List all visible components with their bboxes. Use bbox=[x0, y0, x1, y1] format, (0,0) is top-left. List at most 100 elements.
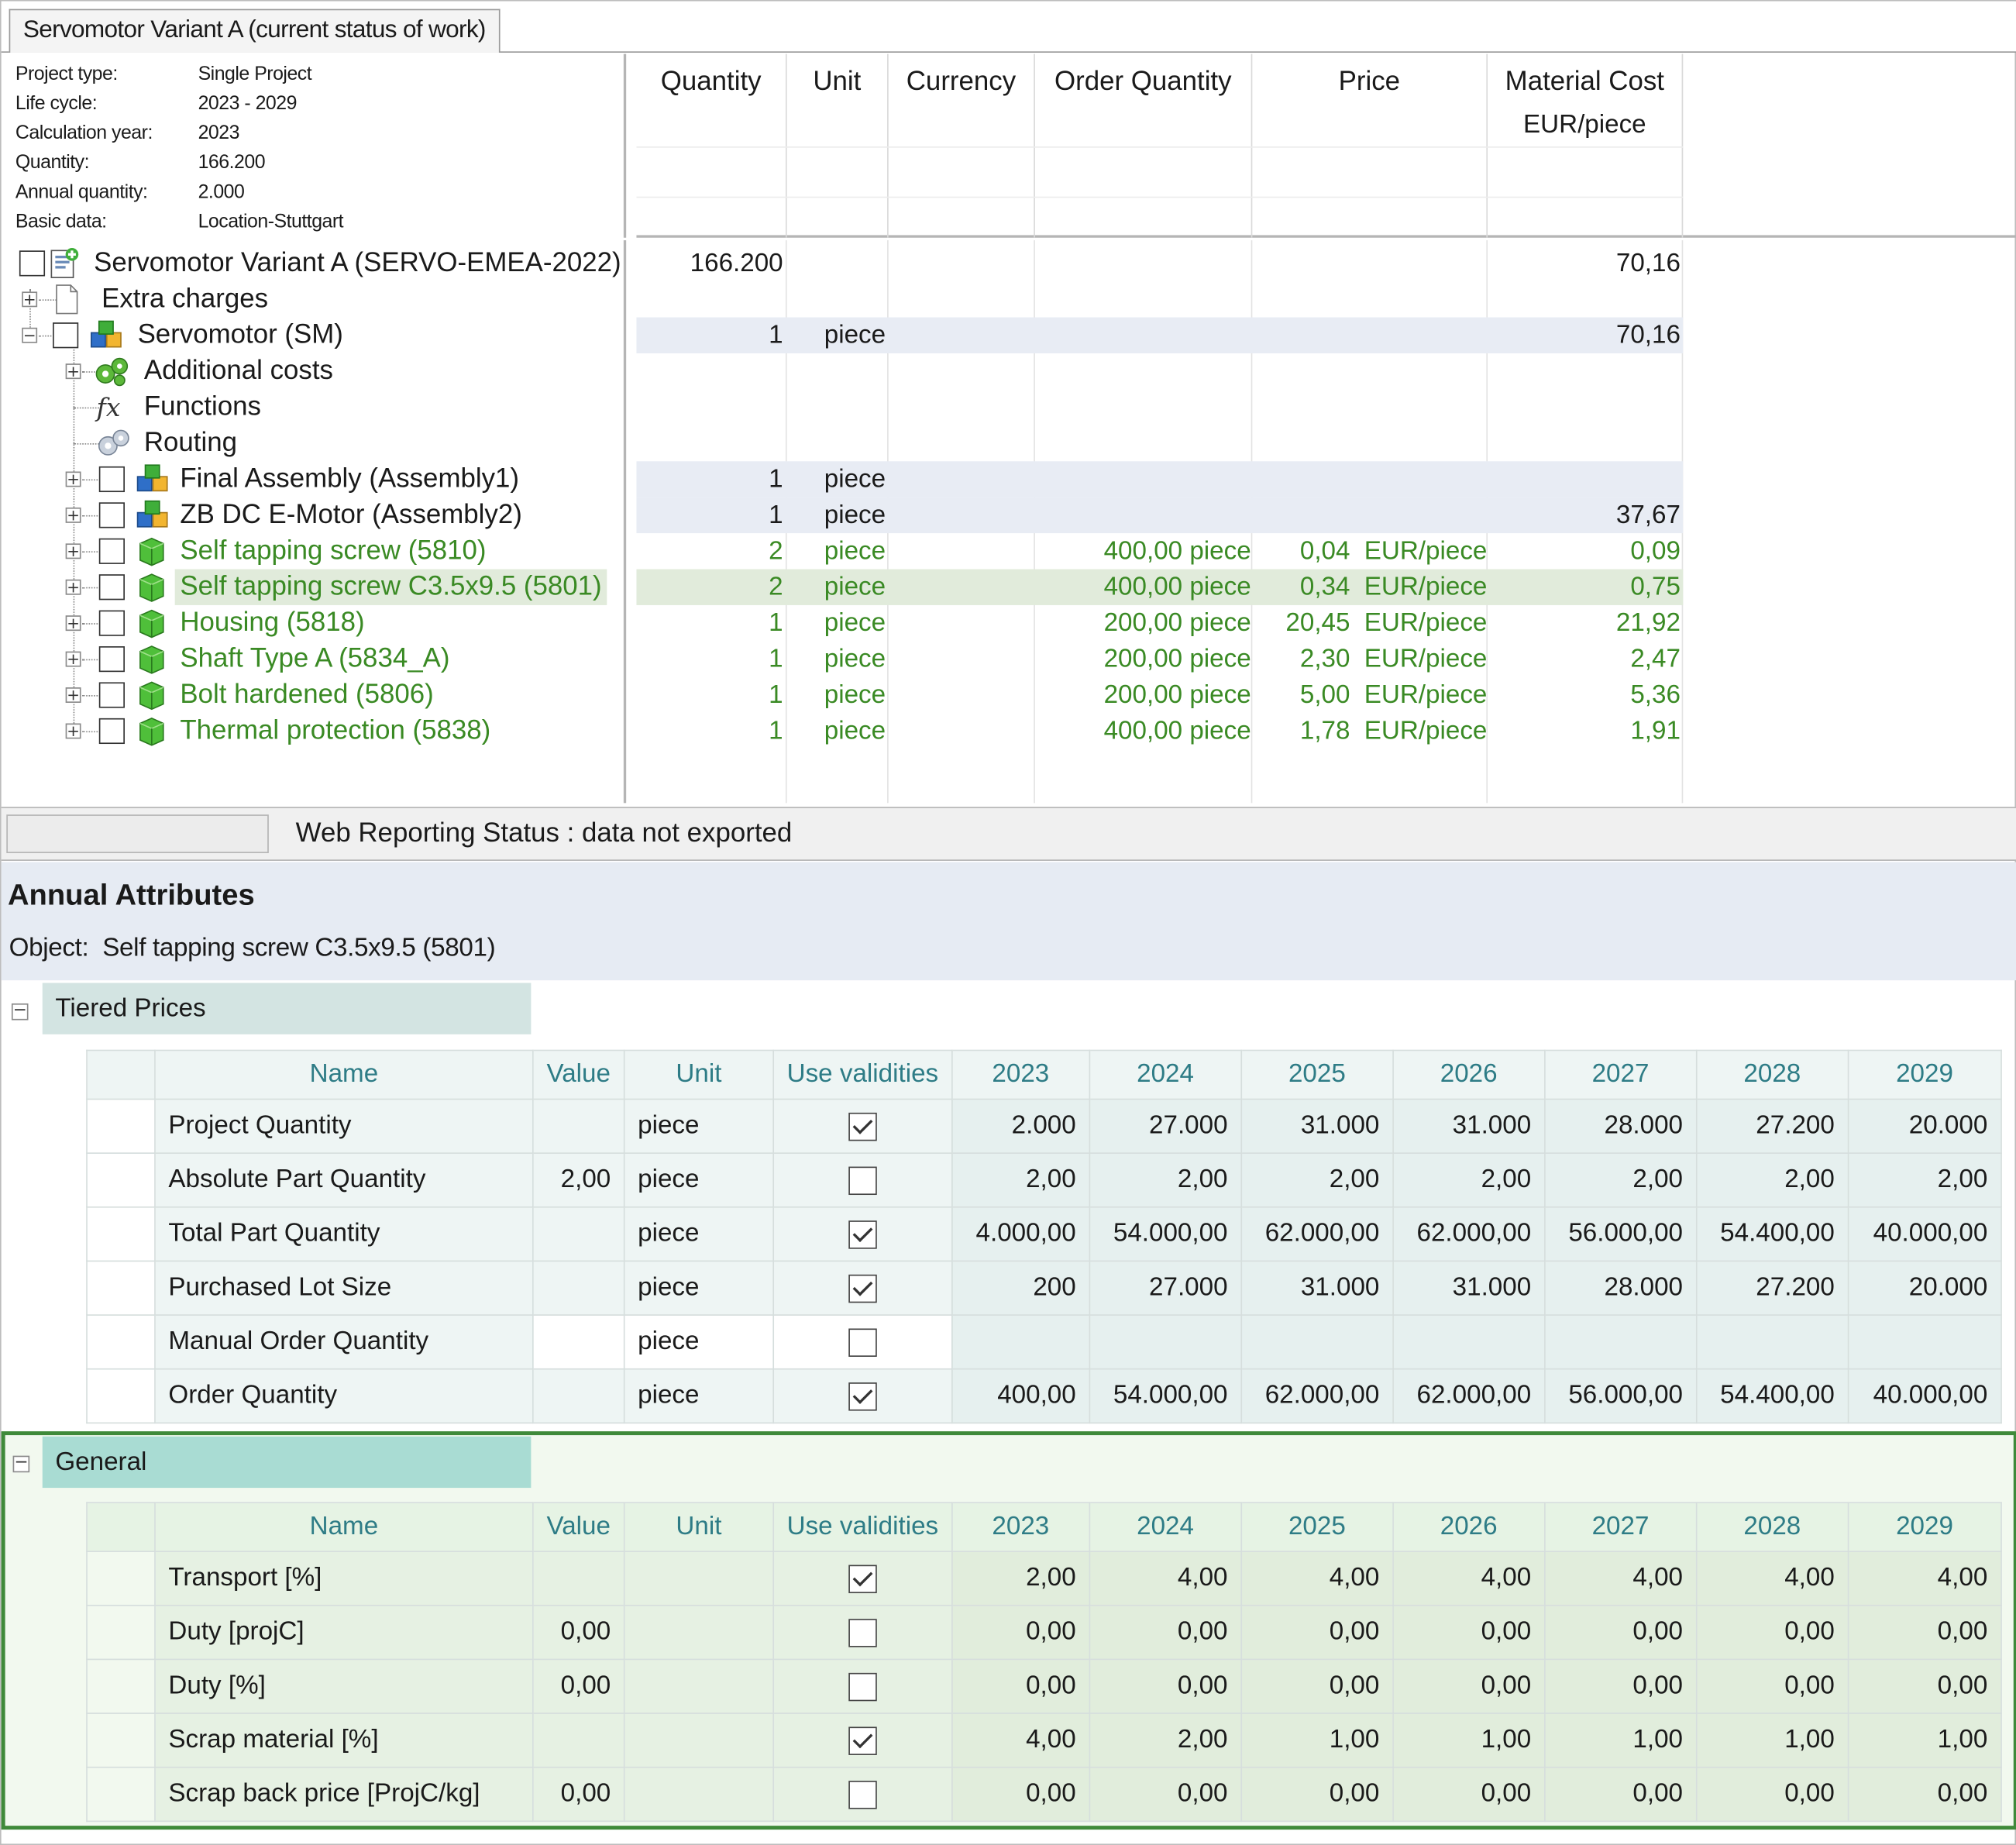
year-value-cell[interactable]: 0,00 bbox=[1392, 1604, 1546, 1661]
year-value-cell[interactable]: 4,00 bbox=[1543, 1551, 1698, 1606]
header-name[interactable]: Name bbox=[154, 1049, 534, 1100]
year-value-cell[interactable]: 2,00 bbox=[1543, 1152, 1698, 1208]
use-validities-checkbox-cell[interactable] bbox=[772, 1658, 953, 1714]
column-header-unit[interactable]: Unit bbox=[787, 53, 889, 238]
year-value-cell[interactable]: 62.000,00 bbox=[1240, 1368, 1394, 1424]
year-value-cell[interactable]: 27.000 bbox=[1089, 1260, 1242, 1316]
row-selector[interactable] bbox=[86, 1766, 156, 1823]
grid-row[interactable] bbox=[636, 389, 1683, 425]
tree-node[interactable]: fx Functions bbox=[4, 389, 624, 425]
year-value-cell[interactable]: 31.000 bbox=[1392, 1098, 1546, 1154]
header-unit[interactable]: Unit bbox=[623, 1502, 775, 1552]
attribute-value[interactable] bbox=[532, 1712, 625, 1768]
row-selector[interactable] bbox=[86, 1551, 156, 1606]
tree-checkbox[interactable] bbox=[98, 502, 125, 528]
year-value-cell[interactable]: 56.000,00 bbox=[1543, 1206, 1698, 1262]
tab-project[interactable]: Servomotor Variant A (current status of … bbox=[9, 9, 501, 53]
attribute-row[interactable]: Transport [%] 2,00 4,00 4,00 4,00 4,00 4,00 4,0… bbox=[86, 1551, 2002, 1606]
grid-row[interactable]: 1 piece 400,00 piece 1,78 EUR/piece 1,91 bbox=[636, 713, 1683, 749]
header-year[interactable]: 2025 bbox=[1240, 1049, 1394, 1100]
grid-row[interactable] bbox=[636, 353, 1683, 389]
attribute-value[interactable] bbox=[532, 1314, 625, 1370]
year-value-cell[interactable]: 0,00 bbox=[1240, 1604, 1394, 1661]
header-use-validities[interactable]: Use validities bbox=[772, 1502, 953, 1552]
year-value-cell[interactable]: 40.000,00 bbox=[1847, 1206, 2002, 1262]
attribute-value[interactable]: 2,00 bbox=[532, 1152, 625, 1208]
year-value-cell[interactable]: 20.000 bbox=[1847, 1098, 2002, 1154]
attribute-value[interactable] bbox=[532, 1098, 625, 1154]
year-value-cell[interactable]: 62.000,00 bbox=[1392, 1206, 1546, 1262]
collapse-tiered-prices-icon[interactable]: − bbox=[11, 1000, 29, 1021]
expand-icon[interactable]: + bbox=[65, 649, 81, 669]
tree-node-label[interactable]: Final Assembly (Assembly1) bbox=[180, 463, 520, 494]
row-selector[interactable] bbox=[86, 1658, 156, 1714]
row-selector[interactable] bbox=[86, 1098, 156, 1154]
use-validities-checkbox[interactable] bbox=[848, 1726, 877, 1755]
year-value-cell[interactable]: 0,00 bbox=[951, 1766, 1090, 1823]
row-selector[interactable] bbox=[86, 1152, 156, 1208]
year-value-cell[interactable]: 54.000,00 bbox=[1089, 1368, 1242, 1424]
year-value-cell[interactable]: 0,00 bbox=[1695, 1604, 1849, 1661]
expand-icon[interactable]: + bbox=[65, 470, 81, 489]
year-value-cell[interactable]: 2,00 bbox=[1392, 1152, 1546, 1208]
header-year[interactable]: 2024 bbox=[1089, 1049, 1242, 1100]
year-value-cell[interactable] bbox=[1695, 1314, 1849, 1370]
header-value[interactable]: Value bbox=[532, 1049, 625, 1100]
tree-checkbox[interactable] bbox=[98, 646, 125, 673]
expand-icon[interactable]: + bbox=[65, 578, 81, 597]
year-value-cell[interactable]: 4,00 bbox=[1695, 1551, 1849, 1606]
use-validities-checkbox[interactable] bbox=[848, 1672, 877, 1701]
expand-icon[interactable]: + bbox=[65, 542, 81, 560]
year-value-cell[interactable]: 1,00 bbox=[1543, 1712, 1698, 1768]
year-value-cell[interactable]: 4,00 bbox=[1089, 1551, 1242, 1606]
tree-node-label[interactable]: Extra charges bbox=[101, 284, 269, 314]
attribute-row[interactable]: Project Quantity piece 2.000 27.000 31.000 31… bbox=[86, 1098, 2002, 1154]
expand-icon[interactable]: + bbox=[65, 686, 81, 704]
grid-row[interactable]: 2 piece 400,00 piece 0,34 EUR/piece 0,75 bbox=[636, 569, 1684, 605]
header-year[interactable]: 2028 bbox=[1695, 1049, 1849, 1100]
use-validities-checkbox[interactable] bbox=[848, 1564, 877, 1593]
attribute-row[interactable]: Purchased Lot Size piece 200 27.000 31.000 31… bbox=[86, 1260, 2002, 1316]
year-value-cell[interactable]: 1,00 bbox=[1392, 1712, 1546, 1768]
year-value-cell[interactable]: 0,00 bbox=[1847, 1658, 2002, 1714]
attribute-value[interactable] bbox=[532, 1551, 625, 1606]
tree-node[interactable]: + Thermal protection (5838) bbox=[4, 713, 624, 749]
use-validities-checkbox-cell[interactable] bbox=[772, 1206, 953, 1262]
year-value-cell[interactable]: 31.000 bbox=[1392, 1260, 1546, 1316]
column-header-price[interactable]: Price bbox=[1252, 53, 1488, 238]
tree-node-label[interactable]: Servomotor Variant A (SERVO-EMEA-2022) bbox=[94, 248, 621, 278]
year-value-cell[interactable] bbox=[1847, 1314, 2002, 1370]
year-value-cell[interactable]: 4,00 bbox=[1847, 1551, 2002, 1606]
attribute-row[interactable]: Scrap back price [ProjC/kg] 0,00 0,00 0,00 0… bbox=[86, 1766, 2002, 1823]
year-value-cell[interactable]: 4,00 bbox=[1240, 1551, 1394, 1606]
attribute-value[interactable] bbox=[532, 1368, 625, 1424]
column-header-currency[interactable]: Currency bbox=[889, 53, 1035, 238]
tree-node-label[interactable]: Bolt hardened (5806) bbox=[180, 680, 434, 710]
tree-checkbox[interactable] bbox=[53, 322, 79, 349]
use-validities-checkbox[interactable] bbox=[848, 1166, 877, 1195]
tree-node[interactable]: Servomotor Variant A (SERVO-EMEA-2022) bbox=[4, 246, 624, 281]
year-value-cell[interactable]: 2,00 bbox=[1089, 1152, 1242, 1208]
year-value-cell[interactable]: 1,00 bbox=[1695, 1712, 1849, 1768]
header-year[interactable]: 2027 bbox=[1543, 1049, 1698, 1100]
grid-row[interactable]: 1 piece bbox=[636, 461, 1684, 497]
attribute-row[interactable]: Order Quantity piece 400,00 54.000,00 62.000… bbox=[86, 1368, 2002, 1424]
header-year[interactable]: 2026 bbox=[1392, 1049, 1546, 1100]
year-value-cell[interactable]: 54.000,00 bbox=[1089, 1206, 1242, 1262]
year-value-cell[interactable]: 0,00 bbox=[951, 1604, 1090, 1661]
year-value-cell[interactable]: 0,00 bbox=[1089, 1604, 1242, 1661]
attribute-row[interactable]: Total Part Quantity piece 4.000,00 54.000,0… bbox=[86, 1206, 2002, 1262]
tree-checkbox[interactable] bbox=[19, 250, 46, 277]
use-validities-checkbox-cell[interactable] bbox=[772, 1098, 953, 1154]
year-value-cell[interactable]: 54.400,00 bbox=[1695, 1206, 1849, 1262]
tiered-prices-header[interactable]: Tiered Prices bbox=[42, 983, 532, 1034]
year-value-cell[interactable]: 4.000,00 bbox=[951, 1206, 1090, 1262]
header-year[interactable]: 2024 bbox=[1089, 1502, 1242, 1552]
row-selector[interactable] bbox=[86, 1206, 156, 1262]
attribute-row[interactable]: Duty [projC] 0,00 0,00 0,00 0,00 0,00 0,00 0,00… bbox=[86, 1604, 2002, 1661]
year-value-cell[interactable] bbox=[1240, 1314, 1394, 1370]
tree-node-label[interactable]: Servomotor (SM) bbox=[137, 319, 343, 350]
use-validities-checkbox[interactable] bbox=[848, 1220, 877, 1249]
year-value-cell[interactable]: 27.000 bbox=[1089, 1098, 1242, 1154]
use-validities-checkbox[interactable] bbox=[848, 1618, 877, 1647]
